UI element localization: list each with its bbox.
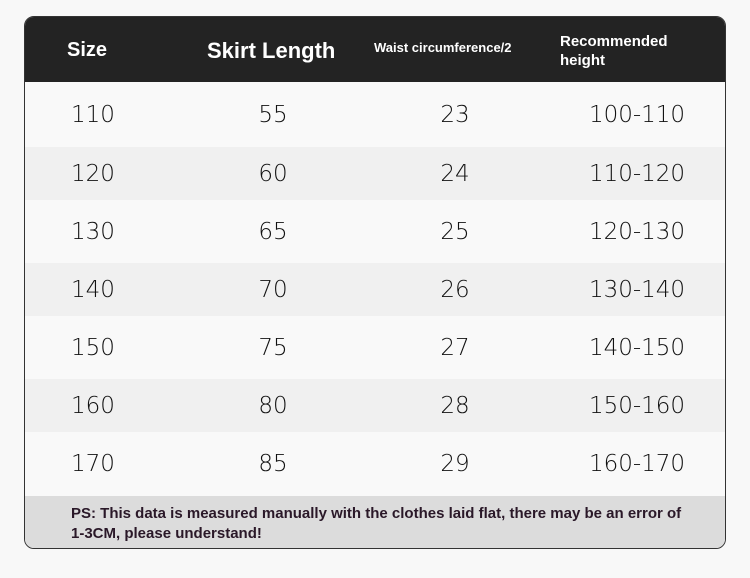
cell-size: 130	[71, 218, 115, 245]
cell-size: 120	[71, 160, 115, 187]
size-chart-table: Size Skirt Length Waist circumference/2 …	[24, 16, 726, 549]
table-row: 130 65 25 120-130	[25, 200, 725, 263]
table-header: Size Skirt Length Waist circumference/2 …	[25, 17, 725, 82]
table-row: 170 85 29 160-170	[25, 432, 725, 496]
header-size: Size	[67, 39, 108, 61]
footer-note-text: PS: This data is measured manually with …	[71, 505, 682, 542]
table-row: 110 55 23 100-110	[25, 82, 725, 147]
cell-size: 150	[71, 334, 115, 361]
table-row: 160 80 28 150-160	[25, 379, 725, 432]
cell-size: 110	[71, 101, 115, 128]
header-recommended-height: Recommended height	[560, 33, 668, 69]
cell-size: 140	[71, 276, 115, 303]
footer-note: PS: This data is measured manually with …	[25, 496, 725, 548]
header-skirt-length: Skirt Length	[207, 38, 336, 63]
cell-size: 170	[71, 451, 115, 477]
table-row: 150 75 27 140-150	[25, 316, 725, 379]
table-row: 120 60 24 110-120	[25, 147, 725, 200]
cell-size: 160	[71, 392, 115, 419]
header-waist: Waist circumference/2	[374, 40, 512, 55]
table-row: 140 70 26 130-140	[25, 263, 725, 316]
